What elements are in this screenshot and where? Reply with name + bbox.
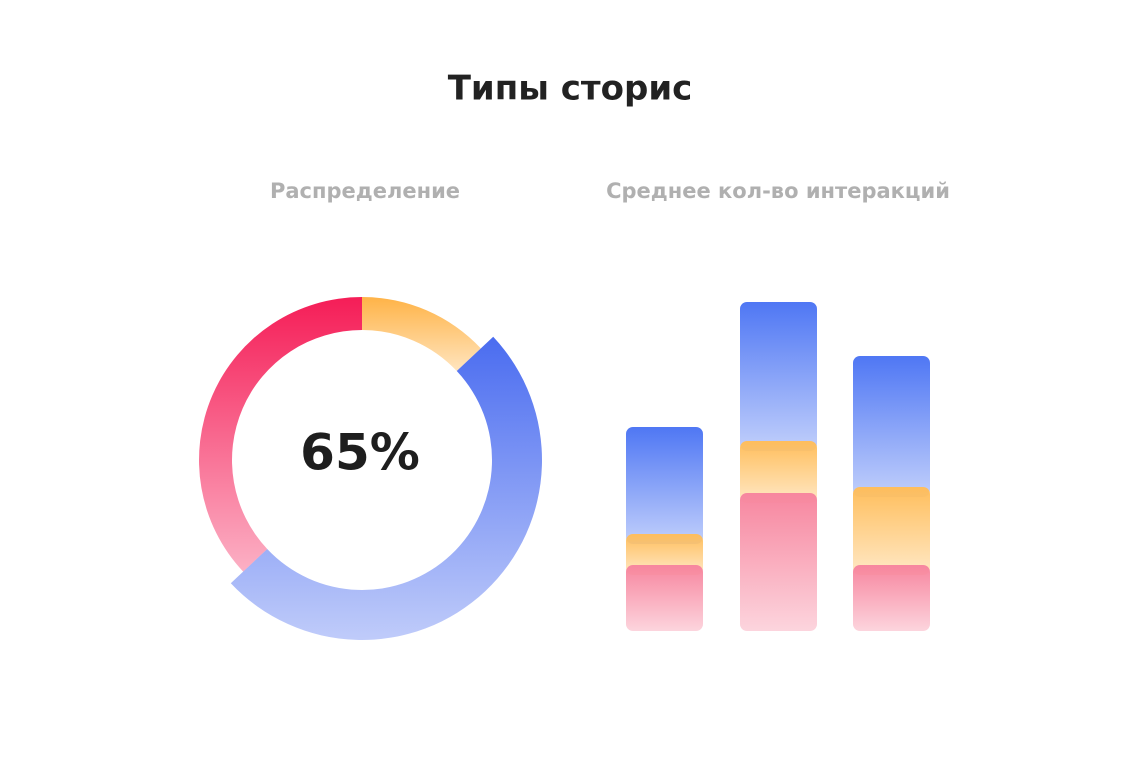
bar-segment <box>626 534 703 575</box>
page-title: Типы сторис <box>448 69 693 109</box>
bar-segment <box>740 493 817 631</box>
center-label: 65% <box>300 424 420 482</box>
bar-segment <box>740 441 817 503</box>
donut-segment <box>362 297 481 372</box>
bar-segment <box>853 356 930 497</box>
bar-segment <box>626 565 703 631</box>
bar-segment <box>740 302 817 451</box>
donut-segment <box>199 297 362 572</box>
chart-title: Распределение <box>270 179 460 203</box>
donut-segment <box>230 336 542 640</box>
bar-segment <box>626 427 703 544</box>
bar-segment <box>853 487 930 575</box>
chart-title: Среднее кол-во интеракций <box>606 179 950 203</box>
bar-segment <box>853 565 930 631</box>
